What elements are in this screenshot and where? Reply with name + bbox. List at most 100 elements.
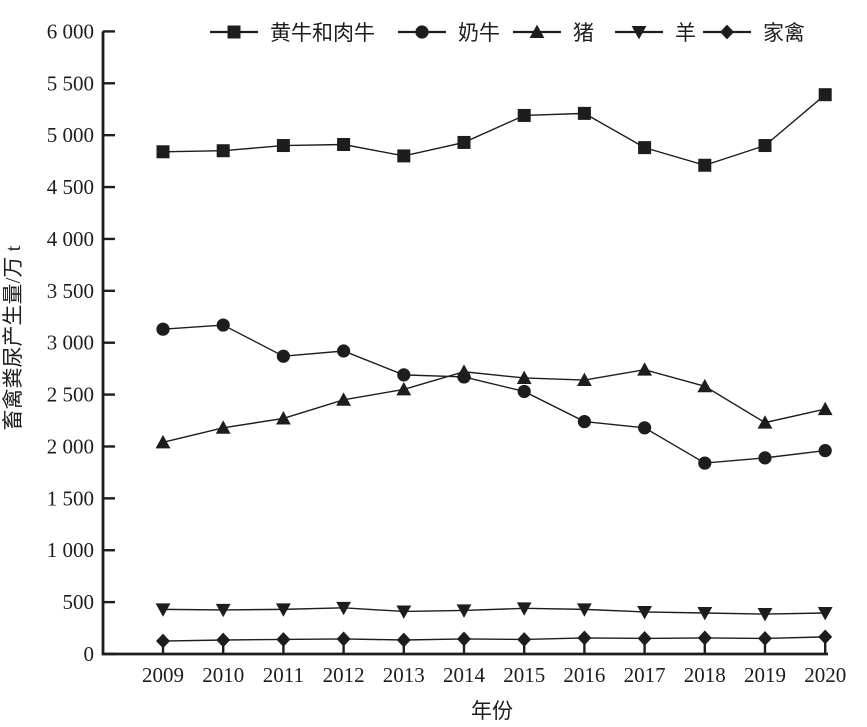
legend-label: 家禽 [763,21,805,45]
x-axis-title: 年份 [471,699,513,723]
x-tick-label: 2014 [443,663,486,687]
series-marker-4 [156,633,170,649]
x-tick-label: 2019 [744,663,786,687]
series-marker-2 [637,362,652,376]
series-marker-0 [156,145,170,159]
series-marker-1 [758,451,772,465]
series-marker-3 [637,605,652,620]
x-tick-label: 2020 [804,663,846,687]
series-marker-0 [397,149,411,163]
legend-item: 家禽 [703,21,805,45]
series-marker-1 [156,322,170,336]
series-marker-0 [337,138,351,152]
series-line-1 [162,324,826,464]
x-tick-label: 2012 [323,663,365,687]
series-marker-0 [818,88,832,102]
legend-label: 黄牛和肉牛 [270,21,375,45]
series-marker-2 [456,364,472,378]
legend-diamond-icon [720,24,734,40]
x-tick-label: 2010 [202,663,244,687]
series-marker-0 [216,144,230,158]
series-marker-3 [757,608,773,622]
series-marker-1 [698,456,712,470]
series-marker-1 [638,421,652,435]
series-marker-3 [396,605,412,619]
y-tick-label: 1 000 [47,538,94,562]
y-tick-label: 2 500 [47,383,94,407]
series-marker-2 [336,392,351,406]
legend-item: 奶牛 [398,21,500,45]
series-marker-4 [457,631,471,647]
series-marker-4 [577,630,592,646]
x-tick-label: 2016 [563,663,605,687]
series-marker-3 [516,602,532,616]
y-tick-label: 2 000 [47,434,94,458]
legend-triangle-up-icon [529,24,545,38]
series-line-4 [162,636,826,642]
series-marker-2 [817,401,833,416]
y-tick-label: 4 500 [47,175,94,199]
series-marker-3 [697,607,713,621]
series-marker-4 [517,632,532,647]
series-marker-3 [276,603,291,617]
series-line-2 [162,368,826,443]
legend-item: 黄牛和肉牛 [210,21,375,45]
series-marker-4 [216,632,231,648]
series-line-0 [162,94,826,166]
series-marker-1 [397,368,411,382]
series-marker-2 [276,411,291,425]
series-marker-4 [637,631,652,646]
legend-circle-icon [415,25,429,39]
legend: 黄牛和肉牛 奶牛 猪 羊 家禽 [210,21,805,45]
y-tick-label: 1 500 [47,486,94,510]
y-tick-label: 6 000 [47,19,94,43]
series-marker-2 [577,372,592,387]
series-marker-2 [396,381,412,396]
series-marker-0 [577,106,591,120]
series-marker-4 [336,631,351,647]
x-tick-label: 2009 [142,663,184,687]
y-tick-label: 5 000 [47,123,94,147]
series-marker-3 [577,603,592,617]
series-marker-3 [456,604,472,618]
series-marker-4 [697,630,712,646]
series-marker-2 [697,378,713,393]
series-marker-0 [517,108,531,122]
axes-layer: 0 500 1 000 1 500 2 000 2 500 3 000 3 500 4 000 4… [47,19,846,687]
x-tick-label: 2013 [383,663,425,687]
legend-item: 猪 [513,21,594,45]
series-marker-0 [638,141,652,155]
x-tick-label: 2017 [624,663,666,687]
series-marker-1 [517,384,531,399]
legend-triangle-down-icon [631,26,647,40]
series-marker-0 [457,135,471,149]
y-tick-label: 4 000 [47,227,94,251]
y-tick-label: 500 [63,590,95,614]
legend-label: 奶牛 [458,21,500,45]
series-marker-2 [155,434,171,449]
series-marker-1 [337,344,351,358]
y-tick-label: 5 500 [47,71,94,95]
axis-lines [101,31,828,656]
series-marker-1 [216,318,230,332]
series-marker-3 [336,601,351,616]
series-marker-1 [577,414,592,429]
series-marker-0 [758,139,772,153]
series-marker-0 [276,139,290,153]
series-marker-3 [155,603,171,617]
series-marker-3 [817,607,833,621]
y-axis-title: 畜禽粪尿产生量/万 t [1,245,25,430]
x-tick-label: 2018 [684,663,726,687]
series-marker-4 [396,632,411,648]
series-marker-1 [818,444,832,458]
series-marker-3 [215,603,231,618]
series-marker-2 [516,370,532,384]
series-marker-4 [276,632,291,647]
series-marker-4 [818,629,833,645]
series-marker-2 [215,420,231,434]
y-tick-label: 0 [84,642,95,666]
legend-label: 羊 [675,21,696,45]
y-tick-label: 3 500 [47,279,94,303]
